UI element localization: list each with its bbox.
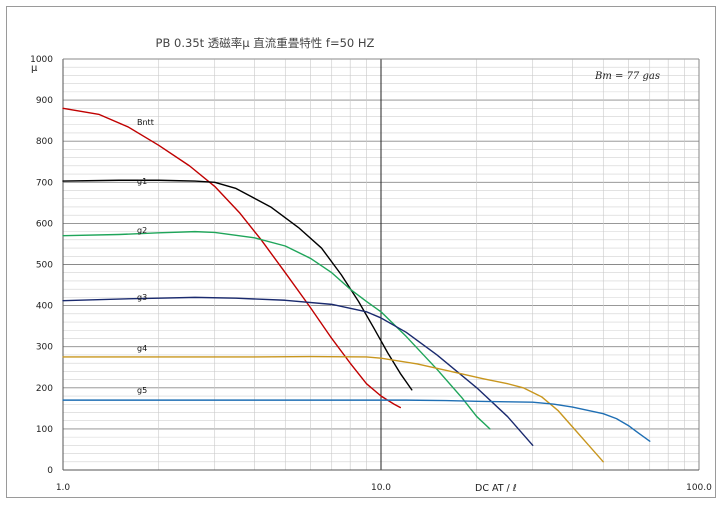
series-group: Bntt g1 g2 g3 g4 g5 xyxy=(63,108,650,461)
y-axis-label: μ xyxy=(31,63,38,74)
chart-text: PB 0.35t 透磁率μ 直流重畳特性 f=50 HZ μ DC AT / ℓ… xyxy=(31,36,660,494)
y-tick-label: 500 xyxy=(36,261,53,271)
y-tick-label: 600 xyxy=(36,219,53,229)
y-tick-label: 100 xyxy=(36,425,53,435)
x-tick-label: 10.0 xyxy=(371,483,391,493)
series-label-bntt: Bntt xyxy=(137,118,154,127)
series-g3: g3 xyxy=(63,293,533,445)
series-line-g1 xyxy=(63,180,412,390)
series-g1: g1 xyxy=(63,177,412,390)
y-tick-label: 400 xyxy=(36,302,53,312)
y-tick-label: 200 xyxy=(36,384,53,394)
series-label-g1: g1 xyxy=(137,177,147,186)
x-tick-label: 100.0 xyxy=(686,483,712,493)
series-line-bntt xyxy=(63,108,400,407)
series-label-g3: g3 xyxy=(137,293,147,302)
bm-annotation: Bm = 77 gas xyxy=(594,71,660,82)
series-g4: g4 xyxy=(63,344,603,462)
y-tick-label: 900 xyxy=(36,96,53,106)
y-tick-label: 800 xyxy=(36,137,53,147)
series-label-g4: g4 xyxy=(137,344,147,353)
series-bntt: Bntt xyxy=(63,108,400,407)
x-tick-label: 1.0 xyxy=(56,483,71,493)
series-g5: g5 xyxy=(63,386,650,441)
series-label-g5: g5 xyxy=(137,386,147,395)
y-tick-label: 300 xyxy=(36,343,53,353)
series-label-g2: g2 xyxy=(137,226,147,235)
x-axis-label: DC AT / ℓ xyxy=(475,483,517,494)
grid xyxy=(63,59,699,470)
chart-title: PB 0.35t 透磁率μ 直流重畳特性 f=50 HZ xyxy=(156,36,375,50)
chart-frame: 0 100 200 300 400 500 600 700 800 900 1000 1.0 10.0 1… xyxy=(6,6,716,498)
series-line-g4 xyxy=(63,357,603,462)
y-tick-label: 700 xyxy=(36,178,53,188)
y-tick-label: 0 xyxy=(47,466,53,476)
